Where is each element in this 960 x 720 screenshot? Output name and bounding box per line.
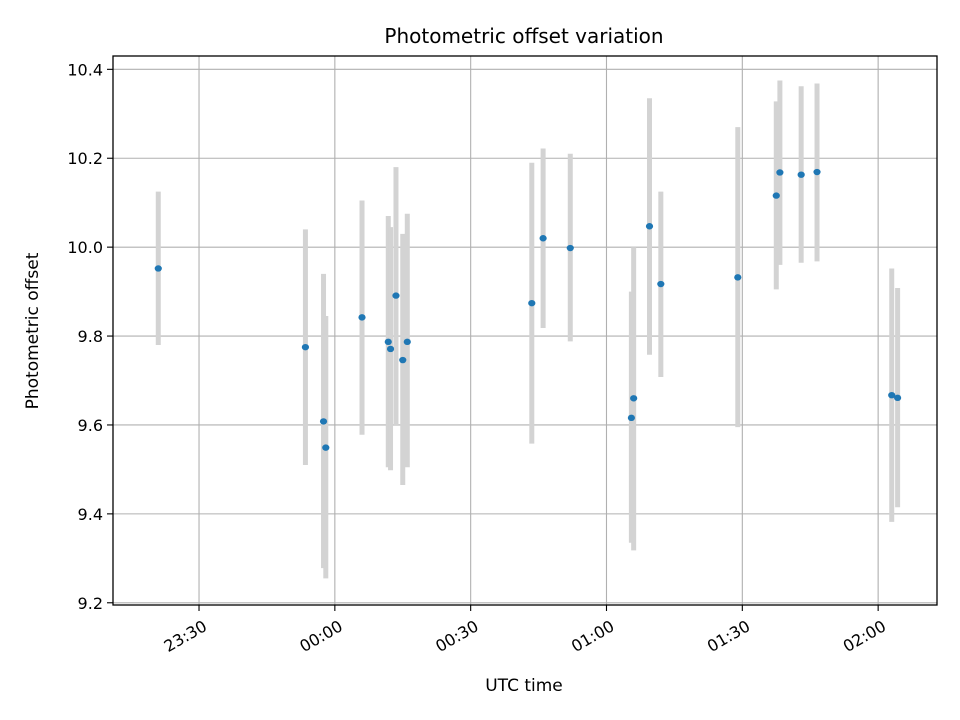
data-point bbox=[813, 168, 821, 176]
y-tick-label: 9.6 bbox=[78, 416, 103, 435]
data-point bbox=[319, 418, 328, 425]
data-point bbox=[539, 235, 547, 242]
y-tick-label: 10.0 bbox=[67, 238, 103, 257]
grid-lines bbox=[113, 56, 937, 605]
data-point bbox=[301, 343, 310, 351]
x-tick-label: 23:30 bbox=[161, 616, 210, 656]
y-tick-label: 9.4 bbox=[78, 505, 103, 524]
x-tick-label: 00:00 bbox=[296, 616, 345, 656]
data-points bbox=[154, 168, 902, 451]
y-axis-ticks: 9.2 9.4 9.6 9.8 10.0 10.2 10.4 bbox=[67, 60, 113, 613]
data-point bbox=[392, 292, 400, 299]
data-point bbox=[358, 314, 366, 321]
data-point bbox=[528, 299, 536, 307]
data-point bbox=[399, 356, 407, 364]
data-point bbox=[734, 274, 742, 281]
data-point bbox=[772, 192, 780, 199]
data-point bbox=[645, 223, 654, 230]
data-point bbox=[776, 169, 784, 176]
y-axis-title: Photometric offset bbox=[23, 252, 43, 409]
x-axis-ticks: 23:30 00:00 00:30 01:00 01:30 02:00 bbox=[161, 605, 889, 656]
data-point bbox=[657, 280, 665, 288]
data-point bbox=[627, 414, 635, 422]
data-point bbox=[386, 345, 395, 353]
data-point bbox=[566, 244, 574, 252]
x-axis-title: UTC time bbox=[485, 676, 563, 696]
x-tick-label: 02:00 bbox=[840, 616, 889, 656]
y-tick-label: 10.2 bbox=[67, 149, 103, 168]
plot-area-frame bbox=[112, 55, 938, 606]
data-point bbox=[888, 391, 896, 399]
y-tick-label: 9.8 bbox=[78, 327, 103, 346]
x-tick-label: 00:30 bbox=[432, 616, 481, 656]
chart-title: Photometric offset variation bbox=[384, 24, 663, 48]
y-tick-label: 9.2 bbox=[78, 594, 103, 613]
data-point bbox=[154, 265, 162, 272]
data-point bbox=[630, 395, 638, 402]
error-bars bbox=[155, 80, 901, 579]
x-tick-label: 01:30 bbox=[704, 616, 753, 656]
data-point bbox=[797, 171, 805, 178]
data-point bbox=[403, 338, 411, 346]
data-point bbox=[384, 338, 392, 346]
data-point bbox=[894, 394, 902, 402]
y-tick-label: 10.4 bbox=[67, 60, 103, 79]
data-point bbox=[322, 444, 330, 451]
x-tick-label: 01:00 bbox=[568, 616, 617, 656]
